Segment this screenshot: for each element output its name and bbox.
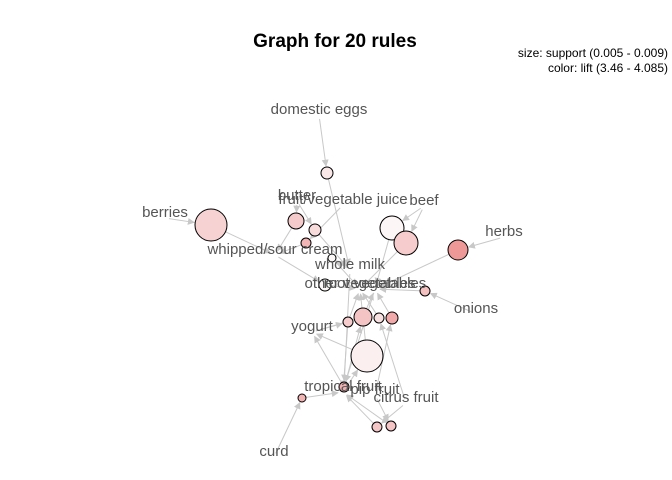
- item-label-pip-fruit: pip fruit: [350, 381, 400, 398]
- item-label-herbs: herbs: [485, 223, 523, 240]
- legend-color: color: lift (3.46 - 4.085): [548, 61, 668, 75]
- edge-14: [363, 251, 398, 286]
- rule-node-13: [353, 307, 373, 327]
- rule-node-10: [318, 278, 332, 292]
- rule-node-17: [297, 393, 307, 403]
- item-label-domestic-eggs: domestic eggs: [271, 101, 368, 118]
- edge-39: [344, 292, 375, 382]
- edge-2: [327, 178, 351, 266]
- edge-10: [225, 231, 272, 254]
- legend-size: size: support (0.005 - 0.009): [518, 46, 668, 60]
- rule-node-2: [287, 212, 305, 230]
- edge-26: [366, 292, 374, 309]
- item-label-root-vegetables: root vegetables: [324, 275, 427, 292]
- edge-11: [402, 207, 421, 222]
- rule-node-14: [373, 312, 385, 324]
- edge-24: [349, 293, 360, 318]
- edge-19: [278, 256, 320, 282]
- edge-21: [429, 292, 473, 313]
- rule-node-7: [393, 230, 419, 256]
- rule-node-9: [327, 253, 337, 263]
- edge-13: [411, 209, 423, 232]
- rule-node-8: [447, 239, 469, 261]
- edge-33: [275, 401, 301, 454]
- rule-node-1: [320, 166, 334, 180]
- item-label-yogurt: yogurt: [291, 318, 334, 335]
- edge-27: [379, 323, 406, 400]
- item-label-whipped-sour-cream: whipped/sour cream: [206, 241, 342, 258]
- edge-20: [330, 284, 356, 292]
- edge-34: [305, 390, 339, 398]
- edge-37: [376, 398, 389, 422]
- edge-40: [314, 335, 342, 383]
- rule-node-16: [350, 339, 384, 373]
- edge-18: [334, 260, 358, 286]
- graph-title: Graph for 20 rules: [253, 31, 417, 52]
- edge-1: [319, 118, 329, 167]
- rule-node-3: [308, 223, 322, 237]
- item-label-tropical-fruit: tropical fruit: [304, 378, 382, 395]
- edge-9: [168, 218, 195, 225]
- edge-4: [277, 227, 293, 252]
- rule-node-19: [385, 420, 397, 432]
- item-label-other-vegetables: other vegetables: [305, 275, 416, 292]
- rule-node-20: [338, 381, 350, 393]
- item-label-fruit-vegetable-juice: fruit/vegetable juice: [278, 191, 407, 208]
- item-label-citrus-fruit: citrus fruit: [373, 389, 439, 406]
- rule-nodes: [194, 166, 469, 433]
- rule-node-18: [371, 421, 383, 433]
- item-label-berries: berries: [142, 204, 188, 221]
- rule-node-12: [342, 316, 354, 328]
- rule-edges: [168, 118, 501, 454]
- edge-36: [345, 395, 374, 424]
- edge-8: [279, 244, 302, 255]
- item-label-onions: onions: [454, 300, 498, 317]
- edge-15: [467, 237, 501, 249]
- edge-30: [377, 292, 390, 314]
- edge-5: [298, 204, 312, 225]
- item-label-whole-milk: whole milk: [314, 256, 386, 273]
- rule-node-15: [385, 311, 399, 325]
- edge-12: [374, 239, 390, 285]
- edge-17: [335, 260, 347, 269]
- item-label-butter: butter: [278, 187, 316, 204]
- rule-node-4: [300, 237, 312, 249]
- edge-16: [378, 253, 450, 288]
- rule-node-11: [419, 285, 431, 297]
- rule-node-5: [194, 208, 228, 242]
- edge-22: [379, 285, 421, 293]
- edge-28: [362, 292, 377, 315]
- edge-44: [340, 326, 349, 388]
- edge-38: [346, 394, 388, 424]
- item-label-beef: beef: [409, 192, 439, 209]
- item-label-curd: curd: [259, 443, 288, 460]
